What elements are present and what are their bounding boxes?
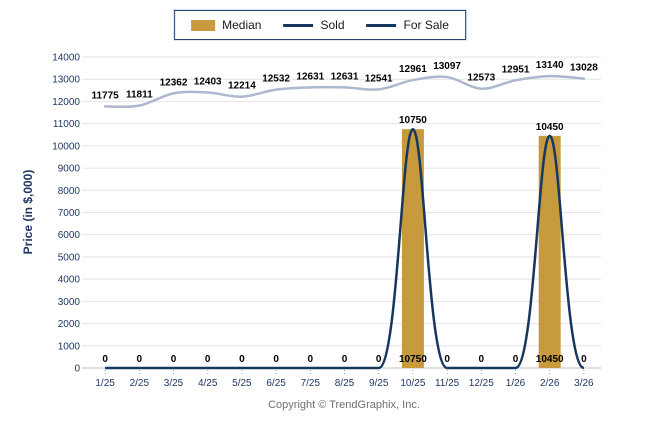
for-sale-value-label: 12403 — [194, 76, 222, 87]
for-sale-value-label: 12214 — [228, 81, 256, 92]
y-tick-label: 10000 — [52, 141, 80, 152]
x-tick-label: 1/26 — [506, 378, 526, 389]
y-tick-label: 6000 — [58, 230, 81, 241]
sold-value-label: 0 — [273, 354, 279, 365]
y-tick-label: 12000 — [52, 97, 80, 108]
for-sale-value-label: 12631 — [296, 71, 324, 82]
sold-line — [105, 127, 585, 370]
sold-value-label: 0 — [137, 354, 143, 365]
x-tick-label: 11/25 — [435, 378, 460, 389]
sold-value-label: 0 — [376, 354, 382, 365]
copyright-text: Copyright © TrendGraphix, Inc. — [268, 399, 420, 411]
sold-value-label: 0 — [239, 354, 245, 365]
for-sale-value-label: 12961 — [399, 64, 427, 75]
x-tick-label: 1/25 — [95, 378, 115, 389]
for-sale-swatch-icon — [366, 23, 397, 27]
y-tick-label: 14000 — [52, 53, 80, 64]
y-tick-label: 9000 — [58, 164, 81, 175]
y-tick-label: 3000 — [58, 297, 81, 308]
x-tick-label: 4/25 — [198, 378, 218, 389]
x-tick-label: 5/25 — [232, 378, 252, 389]
for-sale-value-label: 13028 — [570, 63, 598, 74]
sold-value-label: 0 — [102, 354, 108, 365]
x-tick-label: 7/25 — [301, 378, 321, 389]
legend-item-for-sale[interactable]: For Sale — [366, 18, 449, 32]
y-tick-label: 4000 — [58, 275, 81, 286]
median-value-label: 10750 — [399, 115, 427, 126]
for-sale-value-label: 13097 — [433, 61, 461, 72]
legend-label: Median — [222, 18, 262, 32]
for-sale-value-label: 12532 — [262, 74, 290, 85]
x-tick-label: 2/26 — [540, 378, 560, 389]
for-sale-value-label: 12573 — [467, 73, 495, 84]
legend-label: For Sale — [403, 18, 449, 32]
for-sale-value-label: 11811 — [126, 90, 153, 101]
sold-value-label: 0 — [171, 354, 177, 365]
y-tick-label: 2000 — [58, 319, 81, 330]
sold-value-label: 0 — [308, 354, 314, 365]
y-tick-label: 11000 — [53, 119, 81, 130]
x-tick-label: 8/25 — [335, 378, 355, 389]
for-sale-value-label: 12362 — [160, 77, 188, 88]
sold-value-label: 0 — [444, 354, 450, 365]
median-bar — [401, 129, 424, 368]
y-tick-label: 0 — [74, 364, 80, 375]
sold-value-label: 0 — [479, 354, 485, 365]
legend-item-median[interactable]: Median — [191, 18, 261, 32]
for-sale-value-label: 12541 — [365, 73, 393, 84]
x-tick-label: 12/25 — [469, 378, 494, 389]
x-tick-label: 9/25 — [369, 378, 389, 389]
x-tick-label: 6/25 — [266, 378, 286, 389]
y-tick-label: 1000 — [58, 341, 81, 352]
sold-value-label: 0 — [581, 354, 587, 365]
for-sale-value-label: 13140 — [536, 60, 564, 71]
x-tick-label: 10/25 — [400, 378, 425, 389]
x-tick-label: 3/26 — [574, 378, 594, 389]
for-sale-value-label: 11775 — [91, 90, 119, 101]
median-swatch-icon — [191, 19, 216, 31]
median-bar — [538, 135, 561, 368]
median-value-label: 10450 — [536, 122, 564, 133]
x-tick-label: 2/25 — [130, 378, 150, 389]
y-tick-label: 5000 — [58, 252, 81, 263]
sold-value-label: 10750 — [399, 354, 427, 365]
legend: Median Sold For Sale — [174, 10, 466, 40]
sold-swatch-icon — [283, 23, 314, 27]
sold-value-label: 0 — [205, 354, 211, 365]
legend-label: Sold — [320, 18, 345, 32]
x-tick-label: 3/25 — [164, 378, 184, 389]
for-sale-value-label: 12631 — [331, 71, 359, 82]
y-tick-label: 7000 — [58, 208, 81, 219]
y-tick-label: 8000 — [58, 186, 81, 197]
y-tick-label: 13000 — [52, 75, 80, 86]
y-axis-title: Price (in $,000) — [21, 169, 35, 255]
for-sale-line — [103, 74, 586, 109]
sold-value-label: 0 — [342, 354, 348, 365]
legend-item-sold[interactable]: Sold — [283, 18, 345, 32]
for-sale-value-label: 12951 — [502, 64, 530, 75]
sold-value-label: 0 — [513, 354, 519, 365]
sold-value-label: 10450 — [536, 354, 564, 365]
